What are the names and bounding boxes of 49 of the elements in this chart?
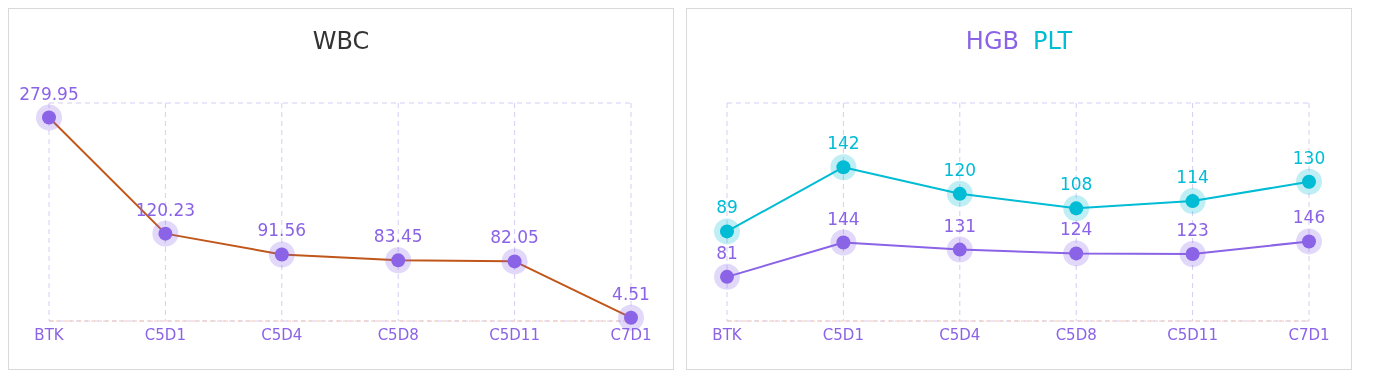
- text: HGB: [965, 27, 1019, 55]
- point: [385, 247, 412, 274]
- x-tick-label: C5D11: [1167, 325, 1218, 344]
- x-tick-label: BTK: [712, 325, 743, 344]
- point: [1179, 188, 1206, 215]
- point: [268, 241, 295, 268]
- point: [714, 263, 740, 290]
- x-tick-label: C7D1: [1288, 325, 1330, 344]
- data-label: 108: [1059, 174, 1093, 195]
- data-label: 142: [827, 133, 860, 154]
- text: PLT: [1032, 27, 1073, 55]
- chart-title: WBC: [312, 27, 370, 55]
- data-label: 91.56: [257, 220, 307, 241]
- point: [36, 104, 62, 131]
- x-tick-label: C5D1: [144, 325, 186, 344]
- point: [501, 248, 528, 275]
- point: [1063, 240, 1090, 267]
- data-label: 81: [716, 242, 738, 263]
- data-label: 279.95: [19, 83, 79, 104]
- x-tick-label: C5D4: [261, 325, 303, 344]
- point: [946, 236, 973, 263]
- x-tick-label: C5D11: [489, 325, 540, 344]
- data-label: 130: [1292, 147, 1326, 168]
- x-tick-label: C5D8: [1055, 325, 1097, 344]
- data-label: 144: [827, 208, 860, 229]
- x-tick-label: C7D1: [610, 325, 652, 344]
- point: [1063, 195, 1090, 222]
- point: [1296, 168, 1322, 195]
- point: [1179, 240, 1206, 267]
- data-label: 131: [943, 215, 977, 236]
- point: [946, 180, 973, 207]
- data-label: 83.45: [373, 226, 423, 247]
- data-label: 120: [943, 159, 977, 180]
- data-label: 123: [1176, 219, 1209, 240]
- data-label: 4.51: [612, 283, 650, 304]
- data-label: 82.05: [490, 227, 539, 248]
- x-tick-label: C5D8: [377, 325, 419, 344]
- point: [1296, 228, 1322, 255]
- data-label: 114: [1176, 167, 1209, 188]
- x-tick-label: C5D4: [939, 325, 981, 344]
- point: [152, 220, 179, 247]
- point: [830, 229, 857, 256]
- x-tick-label: C5D1: [822, 325, 864, 344]
- data-label: 146: [1292, 207, 1326, 228]
- point: [830, 154, 857, 181]
- point: [714, 218, 740, 245]
- data-label: 124: [1059, 219, 1093, 240]
- x-tick-label: BTK: [34, 325, 65, 344]
- data-label: 89: [716, 197, 738, 218]
